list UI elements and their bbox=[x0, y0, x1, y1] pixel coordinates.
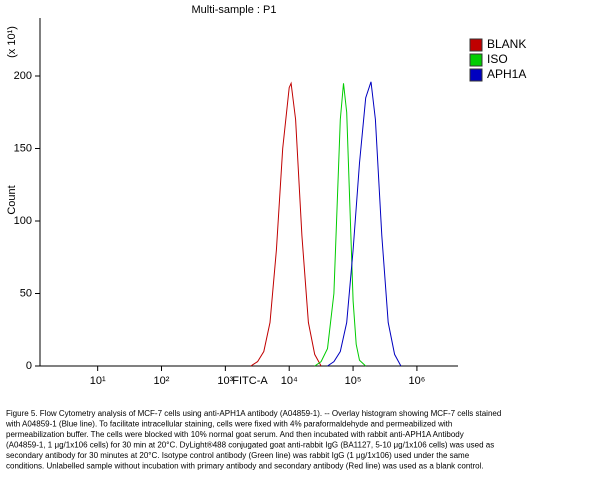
x-tick-label: 10² bbox=[154, 375, 170, 387]
caption-line: secondary antibody for 30 minutes at 20°… bbox=[6, 451, 470, 460]
histogram-line bbox=[314, 83, 367, 367]
caption-line: (A04859-1, 1 μg/1x106 cells) for 30 min … bbox=[6, 441, 494, 450]
caption-line: permeabilization buffer. The cells were … bbox=[6, 430, 464, 439]
histogram-line bbox=[327, 81, 402, 367]
legend-label: ISO bbox=[487, 52, 508, 66]
legend-label: BLANK bbox=[487, 37, 526, 51]
y-tick-label: 100 bbox=[14, 215, 32, 227]
legend-swatch bbox=[469, 68, 483, 82]
x-tick-label: 10⁶ bbox=[409, 375, 426, 387]
x-tick-label: 10⁴ bbox=[281, 375, 298, 387]
histogram-line bbox=[250, 81, 322, 367]
legend-label: APH1A bbox=[487, 67, 526, 81]
caption-line: conditions. Unlabelled sample without in… bbox=[6, 462, 484, 471]
y-tick-label: 150 bbox=[14, 142, 32, 154]
chart-title: Multi-sample : P1 bbox=[192, 4, 277, 16]
y-multiplier: (x 10¹) bbox=[6, 26, 18, 58]
y-axis-label: Count bbox=[6, 185, 18, 214]
x-tick-label: 10³ bbox=[217, 375, 233, 387]
x-tick-label: 10¹ bbox=[90, 375, 106, 387]
legend-swatch bbox=[469, 38, 483, 52]
y-tick-label: 50 bbox=[20, 287, 32, 299]
caption-line: with A04859-1 (Blue line). To facilitate… bbox=[5, 420, 452, 429]
y-tick-label: 200 bbox=[14, 70, 32, 82]
caption-line: Figure 5. Flow Cytometry analysis of MCF… bbox=[6, 409, 501, 418]
x-tick-label: 10⁵ bbox=[345, 375, 362, 387]
legend-swatch bbox=[469, 53, 483, 67]
x-axis-label: FITC-A bbox=[232, 375, 268, 387]
y-tick-label: 0 bbox=[26, 360, 32, 372]
